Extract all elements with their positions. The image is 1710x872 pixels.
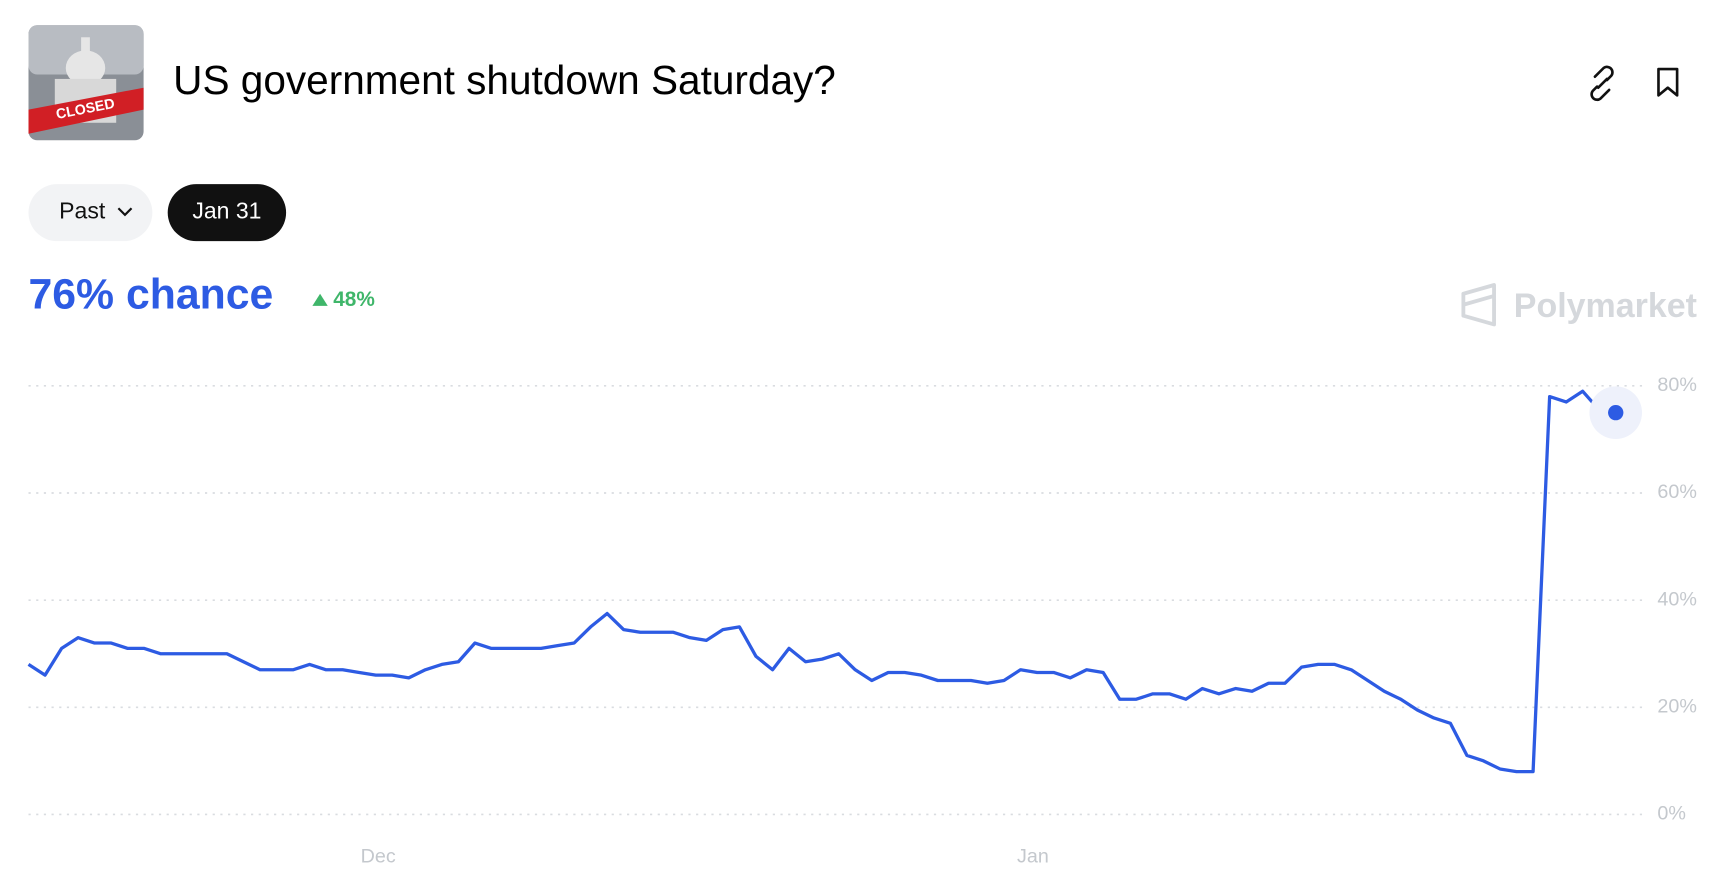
chance-value: 76% chance xyxy=(29,270,274,318)
price-line xyxy=(27,389,1616,774)
link-button[interactable] xyxy=(1590,65,1614,102)
y-tick-label: 40% xyxy=(1657,588,1696,610)
change-value: 48% xyxy=(333,288,375,311)
market-title: US government shutdown Saturday? xyxy=(173,57,836,103)
y-tick-label: 0% xyxy=(1657,803,1685,825)
last-point xyxy=(1608,404,1624,421)
x-tick-label: Jan xyxy=(1017,845,1049,867)
filter-label: Jan 31 xyxy=(192,198,261,224)
y-tick-label: 80% xyxy=(1657,374,1696,396)
watermark-text: Polymarket xyxy=(1514,287,1697,325)
filter-label: Past xyxy=(59,198,106,224)
date-filter[interactable]: Jan 31 xyxy=(167,184,287,242)
x-tick-label: Dec xyxy=(361,845,396,867)
watermark: Polymarket xyxy=(1461,283,1697,327)
y-tick-label: 60% xyxy=(1657,481,1696,503)
y-tick-label: 20% xyxy=(1657,696,1696,718)
market-icon: CLOSED xyxy=(28,25,144,141)
change-arrow xyxy=(312,293,328,306)
bookmark-button[interactable] xyxy=(1657,67,1679,97)
past-filter[interactable]: Past xyxy=(28,184,153,242)
